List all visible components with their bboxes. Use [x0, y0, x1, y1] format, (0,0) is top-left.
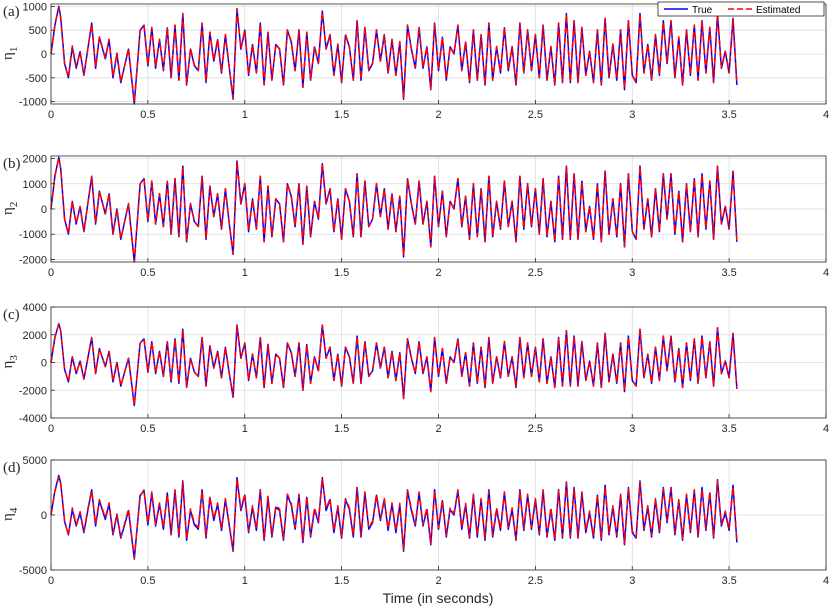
x-tick-label: 3.5 — [721, 109, 736, 121]
y-tick-label: 500 — [29, 25, 47, 37]
x-tick-label: 3.5 — [721, 575, 736, 587]
x-tick-label: 3 — [629, 109, 635, 121]
legend: True Estimated — [657, 1, 825, 17]
y-tick-label: 2000 — [23, 330, 47, 342]
y-axis-label-subscript: 1 — [8, 47, 20, 53]
x-tick-label: 1 — [242, 267, 248, 279]
panels: 0 0.5 1 1.5 2 2.5 3 3.5 4-1000-50005001000(a)η10… — [0, 1, 829, 587]
x-tick-label: 3.5 — [721, 267, 736, 279]
x-tick-label: 0 — [48, 575, 54, 587]
panel-2: 0 0.5 1 1.5 2 2.5 3 3.5 4 -2000 -1000 0 1000 2000(b) η… — [0, 154, 829, 279]
x-tick-label: 3 — [629, 423, 635, 435]
legend-label-estimated: Estimated — [756, 5, 800, 16]
y-tick-label: 0 — [41, 358, 47, 370]
y-axis-label-subscript: 3 — [8, 355, 20, 361]
y-tick-label: -1000 — [19, 229, 47, 241]
series-line-estimated — [50, 323, 738, 406]
x-tick-label: 2.5 — [528, 267, 543, 279]
x-tick-label: 2.5 — [528, 109, 543, 121]
x-tick-label: 4 — [823, 575, 829, 587]
x-tick-label: 1 — [242, 575, 248, 587]
y-tick-label: 2000 — [23, 154, 47, 166]
y-axis-label: η1 — [0, 47, 20, 60]
y-tick-label: 1000 — [23, 179, 47, 191]
panel-label: (b) — [3, 156, 21, 172]
x-tick-label: 2 — [435, 575, 441, 587]
panel-label: (a) — [3, 4, 20, 20]
x-tick-label: 4 — [823, 423, 829, 435]
series-line-estimated — [50, 157, 738, 263]
y-axis-label-symbol: η — [0, 513, 16, 521]
y-tick-label: -2000 — [19, 385, 47, 397]
y-axis-label-subscript: 4 — [8, 507, 20, 513]
series-line-estimated — [50, 6, 738, 104]
x-tick-label: 3 — [629, 575, 635, 587]
y-tick-label: 4000 — [23, 302, 47, 314]
x-tick-label: 0.5 — [140, 267, 155, 279]
y-tick-label: -2000 — [19, 254, 47, 266]
panel-3: 0 0.5 1 1.5 2 2.5 3 3.5 4 -4000 -2000 0 2000 4000(c) η… — [0, 302, 829, 435]
x-tick-label: 4 — [823, 267, 829, 279]
x-tick-label: 1 — [242, 423, 248, 435]
x-tick-label: 1.5 — [334, 109, 349, 121]
y-tick-label: -500 — [25, 73, 47, 85]
y-tick-label: 0 — [41, 510, 47, 522]
y-axis-label-subscript: 2 — [8, 202, 20, 208]
x-tick-label: 1.5 — [334, 575, 349, 587]
x-tick-label: 2 — [435, 267, 441, 279]
x-tick-label: 3.5 — [721, 423, 736, 435]
y-axis-label: η2 — [0, 202, 20, 215]
y-tick-label: 1000 — [23, 1, 47, 13]
x-tick-label: 0 — [48, 109, 54, 121]
y-tick-label: 5000 — [23, 455, 47, 467]
x-tick-label: 1 — [242, 109, 248, 121]
x-tick-label: 0.5 — [140, 109, 155, 121]
x-tick-label: 0 — [48, 267, 54, 279]
y-axis-label-symbol: η — [0, 207, 16, 215]
panel-label: (d) — [3, 460, 21, 476]
x-tick-label: 0 — [48, 423, 54, 435]
y-axis-label-symbol: η — [0, 361, 16, 369]
panel-label: (c) — [3, 307, 20, 323]
legend-label-true: True — [692, 5, 713, 16]
y-tick-label: -1000 — [19, 97, 47, 109]
x-tick-label: 2.5 — [528, 423, 543, 435]
y-axis-label: η4 — [0, 507, 20, 521]
y-axis-label: η3 — [0, 355, 20, 369]
y-tick-label: -4000 — [19, 413, 47, 425]
x-tick-label: 2.5 — [528, 575, 543, 587]
x-tick-label: 3 — [629, 267, 635, 279]
x-tick-label: 0.5 — [140, 575, 155, 587]
y-tick-label: 0 — [41, 49, 47, 61]
x-tick-label: 4 — [823, 109, 829, 121]
x-tick-label: 2 — [435, 423, 441, 435]
y-axis-label-symbol: η — [0, 52, 16, 60]
x-axis-label: Time (in seconds) — [383, 590, 494, 606]
x-tick-label: 1.5 — [334, 423, 349, 435]
y-tick-label: -5000 — [19, 565, 47, 577]
x-tick-label: 2 — [435, 109, 441, 121]
x-tick-label: 0.5 — [140, 423, 155, 435]
y-tick-label: 0 — [41, 204, 47, 216]
x-tick-label: 1.5 — [334, 267, 349, 279]
series-line-estimated — [50, 476, 738, 559]
